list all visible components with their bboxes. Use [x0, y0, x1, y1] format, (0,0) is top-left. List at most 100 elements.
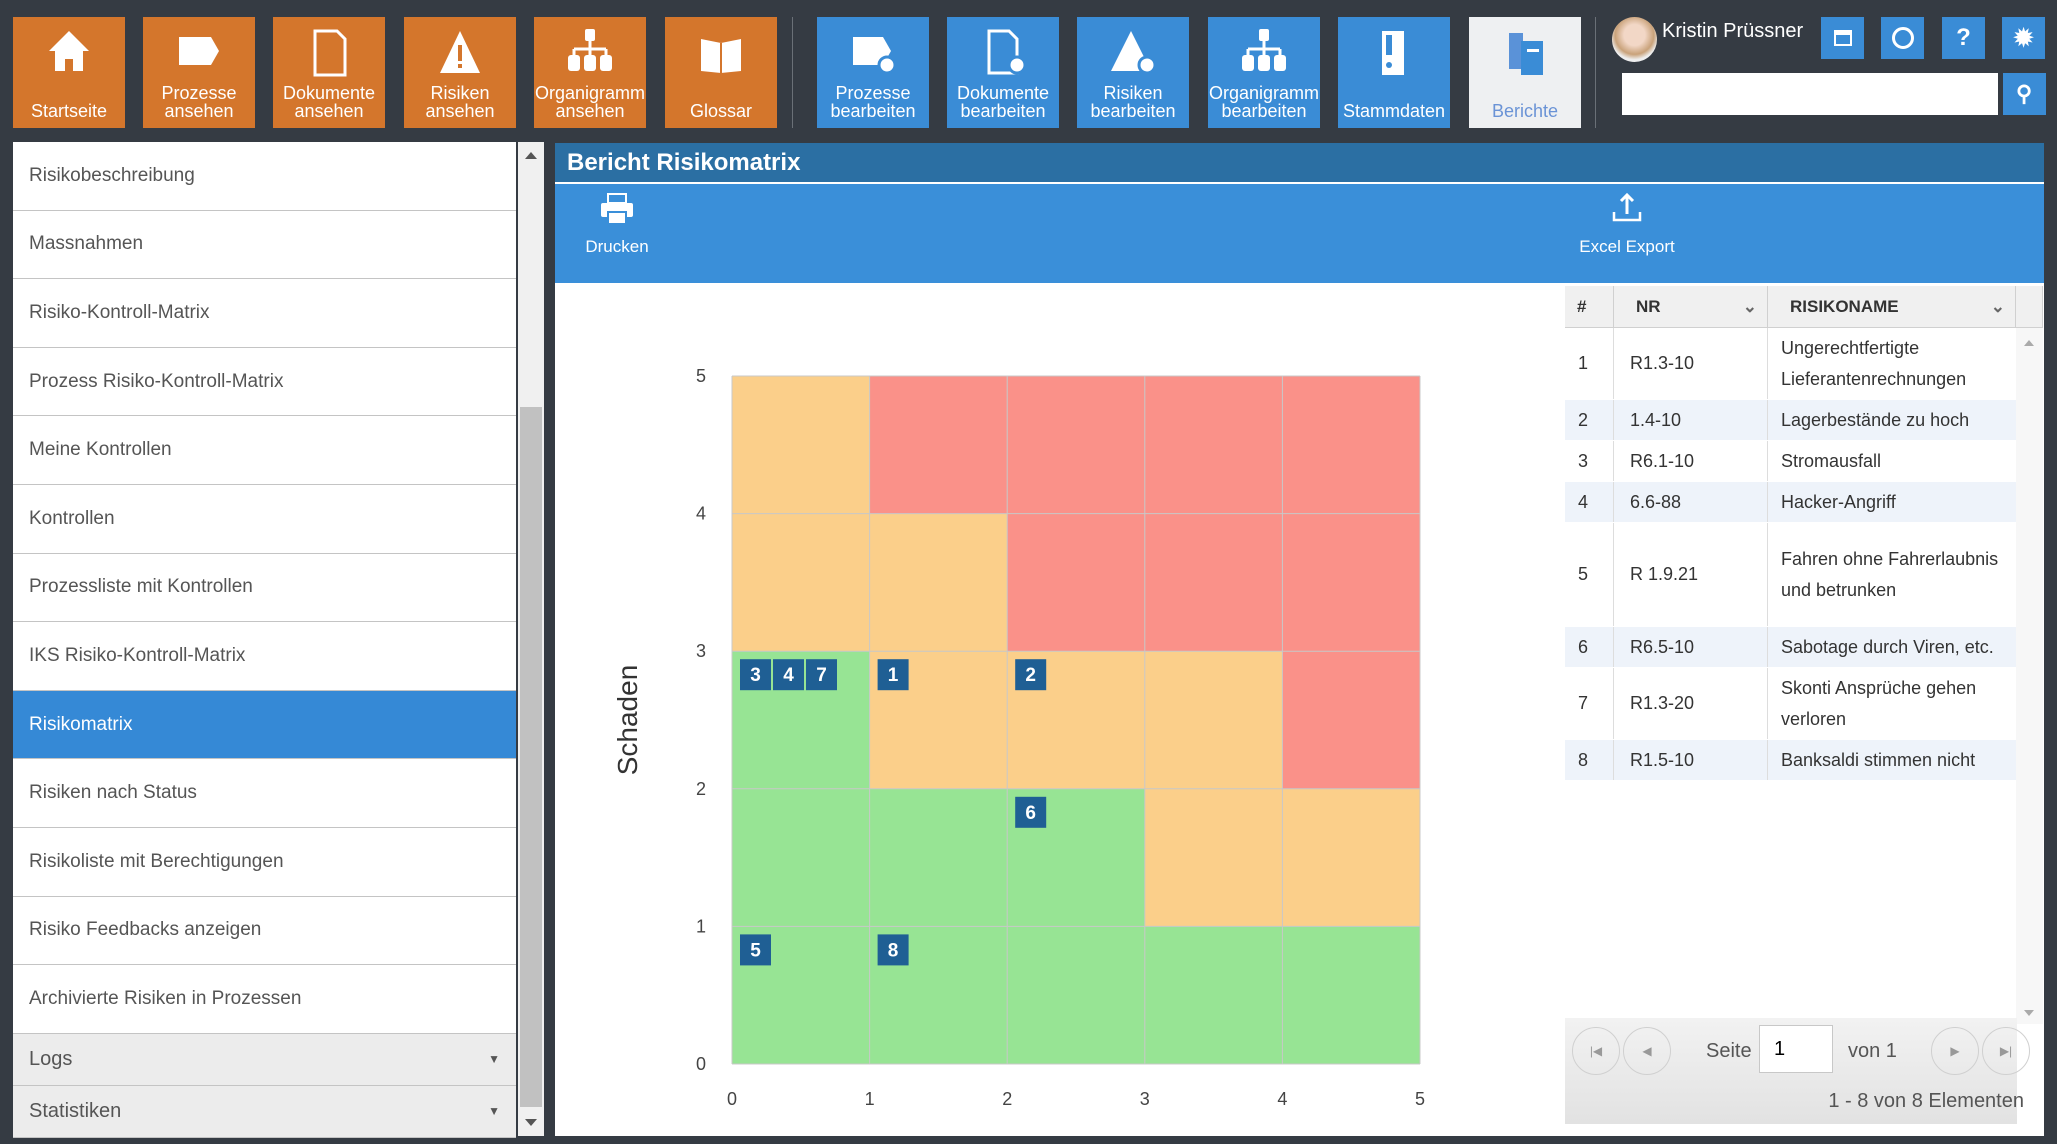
matrix-cell-green	[1144, 926, 1283, 1064]
risk-marker-label: 3	[750, 665, 761, 686]
risk-marker-label: 1	[888, 665, 899, 686]
column-header-number[interactable]: #	[1565, 286, 1614, 328]
cell-number: 6	[1565, 627, 1614, 667]
sidebar-scrollbar[interactable]	[518, 142, 544, 1136]
sidebar-item[interactable]: IKS Risiko-Kontroll-Matrix	[13, 622, 516, 691]
cell-nr: R6.5-10	[1614, 627, 1768, 667]
matrix-cell-red	[1007, 376, 1145, 514]
nav-divider	[1595, 17, 1596, 128]
nav-tile-label: Dokumente ansehen	[282, 83, 376, 121]
cell-number: 7	[1565, 668, 1614, 739]
nav-tile-glossar[interactable]: Glossar	[665, 17, 777, 128]
scrollbar-thumb[interactable]	[520, 407, 542, 1107]
sidebar-item[interactable]: Risiko-Kontroll-Matrix	[13, 279, 516, 348]
table-row[interactable]: 3 R6.1-10 Stromausfall	[1565, 441, 2016, 482]
nav-tile-berichte[interactable]: Berichte	[1469, 17, 1581, 128]
print-label: Drucken	[585, 237, 649, 256]
sidebar-item[interactable]: Risiken nach Status	[13, 759, 516, 828]
risk-marker	[1015, 796, 1047, 828]
sidebar-group[interactable]: Logs ▼	[13, 1033, 516, 1086]
process-icon	[179, 37, 219, 65]
sidebar-item[interactable]: Meine Kontrollen	[13, 416, 516, 485]
first-page-button[interactable]: |◀	[1572, 1027, 1620, 1075]
matrix-cell-red	[1144, 376, 1283, 514]
nav-tile-organigramm-ansehen[interactable]: Organigramm ansehen	[534, 17, 646, 128]
sidebar-item[interactable]: Prozess Risiko-Kontroll-Matrix	[13, 348, 516, 417]
calendar-icon	[1833, 30, 1852, 46]
book-icon	[701, 39, 741, 73]
sidebar-item[interactable]: Risikoliste mit Berechtigungen	[13, 828, 516, 897]
matrix-cell-red	[1144, 513, 1283, 652]
cell-nr: R1.5-10	[1614, 740, 1768, 780]
matrix-cell-green	[1007, 926, 1145, 1064]
table-row[interactable]: 8 R1.5-10 Banksaldi stimmen nicht	[1565, 740, 2016, 781]
risk-marker	[740, 659, 771, 691]
print-button[interactable]: Drucken	[573, 192, 661, 257]
report-panel: Bericht Risikomatrix Drucken Excel Expor…	[555, 143, 2044, 1136]
scroll-up-icon[interactable]	[2024, 340, 2034, 346]
nav-tile-dokumente-ansehen[interactable]: Dokumente ansehen	[273, 17, 385, 128]
nav-tile-stammdaten[interactable]: Stammdaten	[1338, 17, 1450, 128]
printer-icon	[601, 193, 633, 225]
cell-risikoname: Stromausfall	[1781, 450, 1882, 471]
nav-tile-prozesse-bearbeiten[interactable]: Prozesse bearbeiten	[817, 17, 929, 128]
nav-tile-dokumente-bearbeiten[interactable]: Dokumente bearbeiten	[947, 17, 1059, 128]
sidebar-item[interactable]: Prozessliste mit Kontrollen	[13, 554, 516, 623]
calendar-button[interactable]	[1821, 17, 1864, 59]
chevron-down-icon[interactable]: ⌄	[1742, 296, 1757, 316]
y-tick-label: 2	[696, 779, 706, 799]
scroll-up-icon[interactable]	[525, 152, 537, 159]
help-button[interactable]: ?	[1942, 17, 1985, 59]
language-button[interactable]	[1881, 17, 1924, 59]
sidebar-item[interactable]: Massnahmen	[13, 211, 516, 280]
page-input[interactable]	[1759, 1025, 1833, 1073]
next-icon: ▶	[1950, 1044, 1960, 1058]
nav-tile-organigramm-bearbeiten[interactable]: Organigramm bearbeiten	[1208, 17, 1320, 128]
table-scrollbar[interactable]	[2016, 328, 2043, 1024]
matrix-cell-orange	[1144, 788, 1283, 927]
search-input[interactable]	[1622, 73, 1998, 115]
column-header-nr[interactable]: NR ⌄	[1614, 286, 1768, 328]
excel-export-button[interactable]: Excel Export	[1567, 192, 1687, 257]
search-button[interactable]: ⚲	[2003, 73, 2046, 115]
risk-table: # NR ⌄ RISIKONAME ⌄ 1 R1.3-10 Ungerechtferti…	[1565, 286, 2043, 1024]
avatar[interactable]	[1612, 17, 1657, 62]
previous-page-button[interactable]: ◀	[1623, 1027, 1671, 1075]
items-summary: 1 - 8 von 8 Elementen	[1828, 1090, 2024, 1112]
sidebar-item[interactable]: Archivierte Risiken in Prozessen	[13, 965, 516, 1034]
matrix-cell-green	[869, 788, 1008, 927]
sidebar-item[interactable]: Risiko Feedbacks anzeigen	[13, 897, 516, 966]
sidebar-item[interactable]: Kontrollen	[13, 485, 516, 554]
y-axis-label: Schaden	[612, 665, 643, 776]
column-header-risikoname[interactable]: RISIKONAME ⌄	[1768, 286, 2016, 328]
nav-tile-prozesse-ansehen[interactable]: Prozesse ansehen	[143, 17, 255, 128]
sidebar-item[interactable]: Risikomatrix	[13, 690, 516, 760]
table-row[interactable]: 4 6.6-88 Hacker-Angriff	[1565, 482, 2016, 523]
scroll-down-icon[interactable]	[525, 1119, 537, 1126]
scroll-down-icon[interactable]	[2024, 1010, 2034, 1016]
x-tick-label: 3	[1140, 1089, 1150, 1109]
x-tick-label: 5	[1415, 1089, 1425, 1109]
chevron-down-icon[interactable]: ⌄	[1990, 296, 2005, 316]
nav-tile-risiken-ansehen[interactable]: Risiken ansehen	[404, 17, 516, 128]
cell-number: 8	[1565, 740, 1614, 780]
nav-tile-risiken-bearbeiten[interactable]: Risiken bearbeiten	[1077, 17, 1189, 128]
cell-number: 3	[1565, 441, 1614, 481]
nav-tile-startseite[interactable]: Startseite	[13, 17, 125, 128]
sidebar-group[interactable]: Statistiken ▼	[13, 1085, 516, 1138]
matrix-cell-orange	[1282, 788, 1420, 927]
caret-down-icon: ▼	[488, 1052, 500, 1067]
org-chart-icon	[568, 29, 612, 71]
matrix-cell-red	[1007, 513, 1145, 652]
table-row[interactable]: 2 1.4-10 Lagerbestände zu hoch	[1565, 400, 2016, 441]
next-page-button[interactable]: ▶	[1931, 1027, 1979, 1075]
user-name[interactable]: Kristin Prüssner	[1662, 20, 1804, 42]
table-row[interactable]: 6 R6.5-10 Sabotage durch Viren, etc.	[1565, 627, 2016, 668]
table-row[interactable]: 7 R1.3-20 Skonti Ansprüche gehen verloren	[1565, 668, 2016, 740]
sidebar-item[interactable]: Risikobeschreibung	[13, 142, 516, 211]
last-page-button[interactable]: ▶|	[1982, 1027, 2030, 1075]
table-row[interactable]: 1 R1.3-10 Ungerechtfertigte Lieferantenrec…	[1565, 328, 2016, 400]
gear-icon: ✹	[2013, 24, 2034, 52]
settings-button[interactable]: ✹	[2002, 17, 2045, 59]
